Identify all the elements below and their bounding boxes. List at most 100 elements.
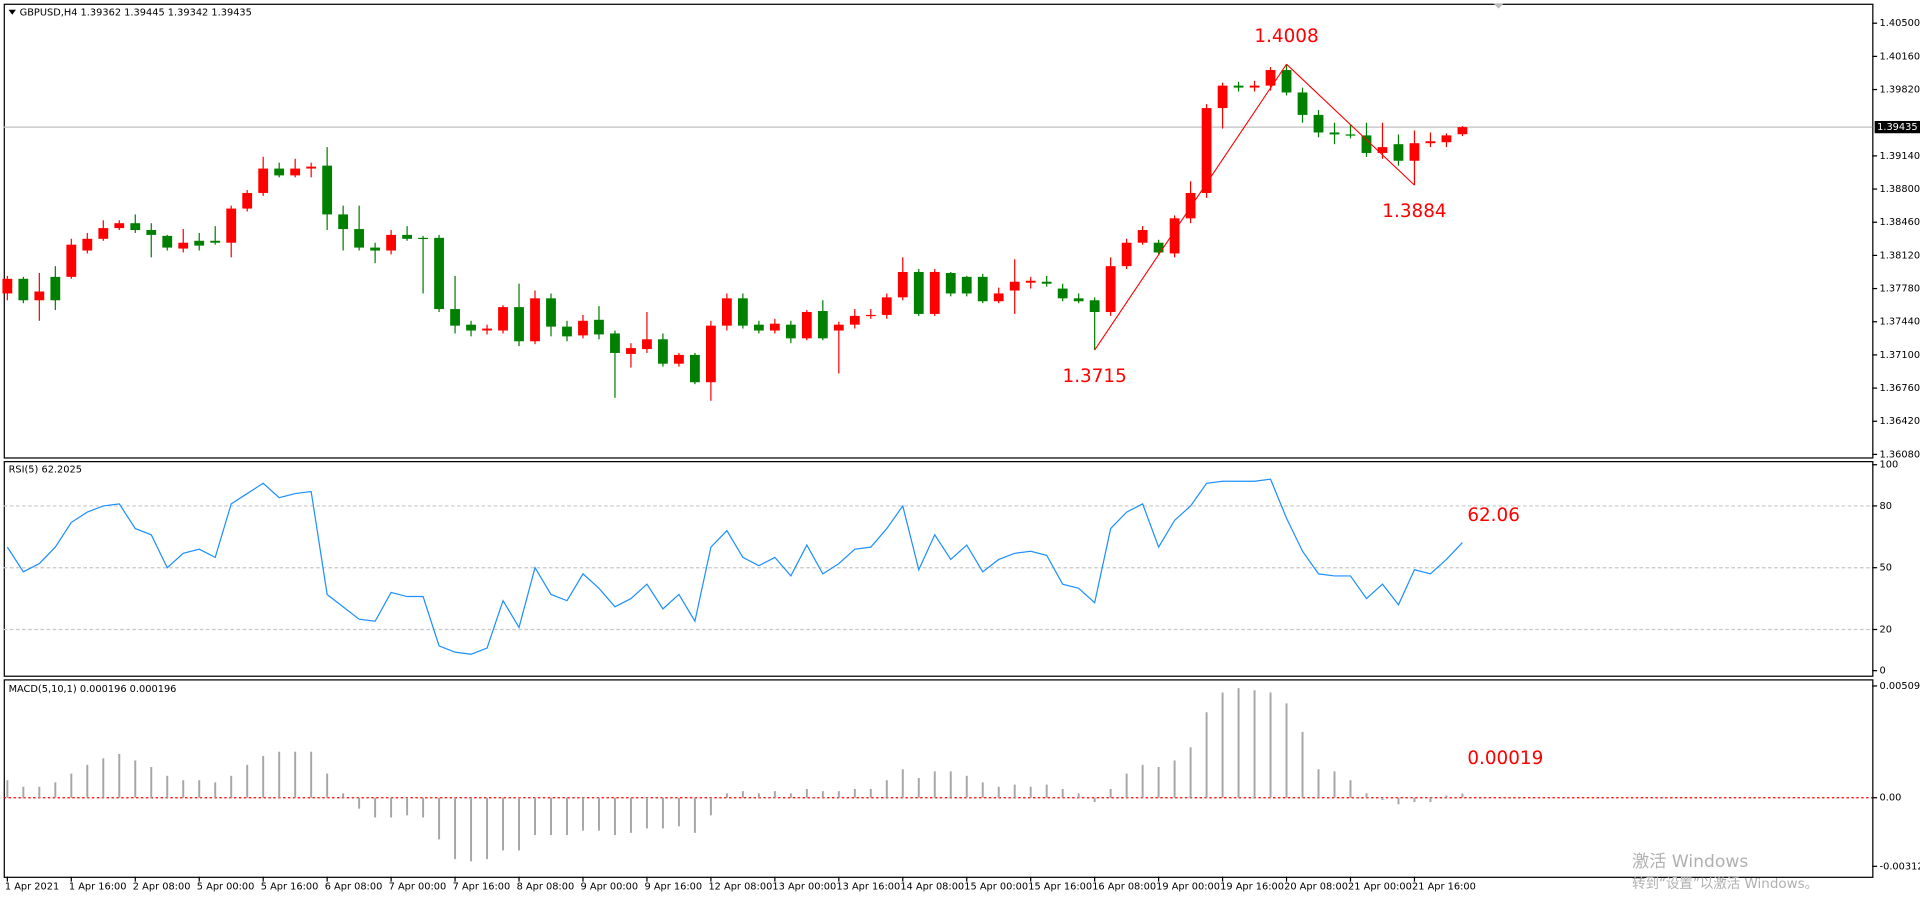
candle-body (1025, 280, 1036, 283)
candle-body (1105, 266, 1116, 312)
candle-body (865, 314, 876, 317)
candle-body (1073, 298, 1084, 302)
candle-body (1361, 135, 1372, 153)
candle-body (114, 223, 125, 229)
candle-body (1265, 70, 1276, 86)
y-tick-label: 20 (1880, 624, 1892, 635)
x-tick-label: 5 Apr 00:00 (197, 882, 255, 893)
candle-body (977, 276, 988, 302)
candle-body (258, 168, 269, 193)
x-tick-label: 15 Apr 16:00 (1028, 882, 1092, 893)
y-tick-label: 1.37780 (1880, 284, 1920, 295)
y-tick-label: -0.003127 (1880, 861, 1920, 872)
rsi-value-label: 62.06 (1467, 505, 1520, 526)
candle-body (562, 326, 572, 337)
main-title: GBPUSD,H4 1.39362 1.39445 1.39342 1.3943… (20, 7, 252, 18)
y-tick-label: 80 (1880, 501, 1892, 512)
candle-body (370, 247, 381, 251)
candle-body (1153, 242, 1164, 253)
candle-body (530, 298, 540, 342)
candle-body (1313, 114, 1324, 133)
candle-body (1009, 281, 1020, 291)
y-tick-label: 1.38120 (1880, 250, 1920, 261)
candle-body (849, 315, 860, 325)
candle-body (626, 348, 636, 354)
candle-body (354, 229, 365, 248)
zigzag (1286, 63, 1415, 186)
candle-body (785, 324, 796, 339)
candle-body (1169, 218, 1180, 254)
candle-body (945, 272, 956, 294)
candle-body (1329, 132, 1340, 135)
candle-body (1233, 85, 1244, 88)
x-tick-label: 5 Apr 16:00 (261, 882, 319, 893)
candle-body (674, 354, 684, 364)
watermark-text: 转到“设置”以激活 Windows。 (1632, 876, 1818, 892)
y-tick-label: 50 (1880, 563, 1892, 574)
x-tick-label: 9 Apr 00:00 (581, 882, 639, 893)
candle-body (178, 242, 189, 249)
menu-arrow[interactable] (8, 9, 16, 15)
x-tick-label: 16 Apr 08:00 (1092, 882, 1156, 893)
candle-body (1041, 281, 1052, 284)
y-tick-label: 1.40160 (1880, 51, 1920, 62)
x-tick-label: 1 Apr 2021 (5, 882, 59, 893)
candle-body (306, 166, 317, 169)
candle-body (610, 333, 620, 353)
macd-title: MACD(5,10,1) 0.000196 0.000196 (9, 684, 177, 695)
candle-body (1201, 108, 1212, 193)
candle-body (961, 276, 972, 294)
candle-body (82, 238, 93, 251)
swing-label: 1.3884 (1382, 201, 1446, 222)
candle-body (434, 237, 444, 310)
y-tick-label: 1.37440 (1880, 317, 1920, 328)
candle-body (769, 323, 780, 331)
candle-body (130, 223, 141, 231)
y-tick-label: 1.40500 (1880, 18, 1920, 29)
main-panel (3, 3, 1874, 459)
candle-body (450, 309, 460, 326)
candle-body (1121, 242, 1132, 267)
x-tick-label: 19 Apr 00:00 (1156, 882, 1220, 893)
y-tick-label: 0.00 (1880, 793, 1902, 804)
x-tick-label: 13 Apr 00:00 (772, 882, 836, 893)
macd-panel (3, 679, 1874, 878)
candle-body (418, 237, 428, 240)
candle-body (1377, 147, 1388, 153)
candle-body (1185, 192, 1196, 219)
x-tick-label: 7 Apr 00:00 (389, 882, 447, 893)
candle-body (162, 235, 173, 248)
candle-body (897, 271, 908, 298)
swing-label: 1.4008 (1254, 26, 1318, 47)
candle-body (1425, 141, 1436, 144)
candle-body (322, 165, 333, 215)
candle-body (817, 311, 828, 339)
candle-body (546, 298, 556, 327)
candle-body (1249, 85, 1260, 88)
candle-body (1137, 230, 1148, 243)
candle-body (386, 234, 397, 251)
macd-value-label: 0.00019 (1467, 748, 1543, 769)
candle-body (706, 325, 716, 383)
candle-body (498, 307, 508, 331)
candle-body (1297, 92, 1308, 115)
candle-body (833, 324, 844, 331)
x-tick-label: 7 Apr 16:00 (453, 882, 511, 893)
candle-body (2, 278, 13, 294)
candle-body (402, 234, 412, 239)
y-tick-label: 1.36080 (1880, 449, 1920, 460)
candle-body (1393, 144, 1404, 161)
swing-label: 1.3715 (1063, 366, 1127, 387)
candle-body (1281, 70, 1292, 93)
candle-body (146, 230, 157, 235)
rsi-panel (3, 461, 1874, 677)
candle-body (482, 328, 492, 331)
candle-body (514, 307, 524, 342)
candle-body (194, 240, 205, 246)
candle-body (274, 168, 285, 176)
x-tick-label: 20 Apr 08:00 (1284, 882, 1348, 893)
y-tick-label: 1.38800 (1880, 184, 1920, 195)
x-tick-label: 21 Apr 16:00 (1412, 882, 1476, 893)
candle-body (290, 168, 301, 176)
